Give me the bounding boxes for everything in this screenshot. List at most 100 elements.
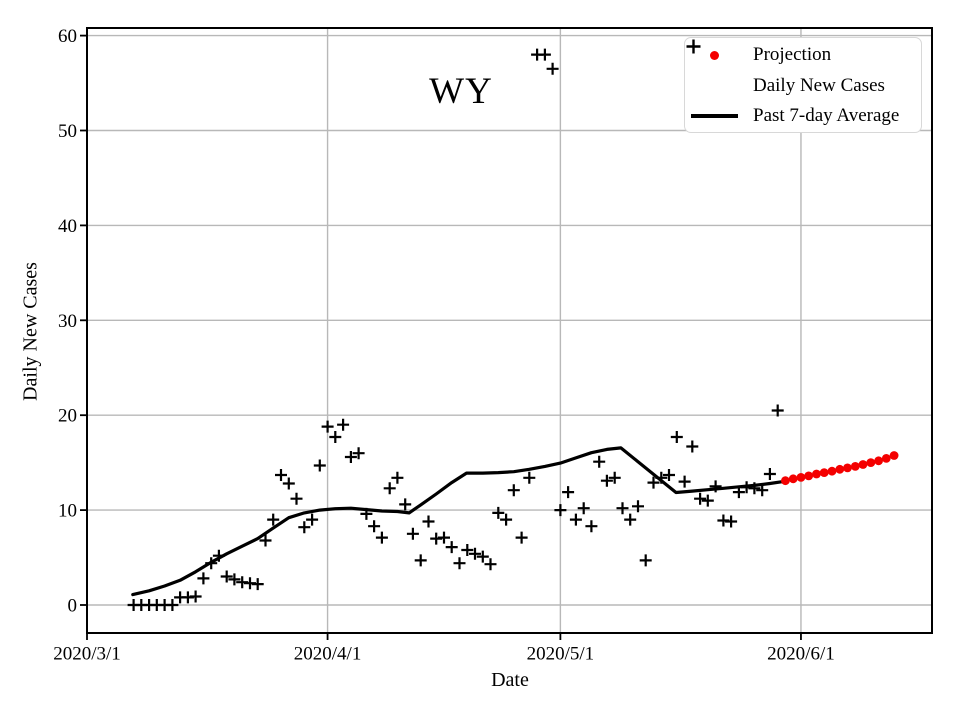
daily-cases-plus-marker [461,544,474,556]
x-tick-label: 2020/4/1 [294,644,362,665]
red-dot-icon [709,50,719,60]
black-line-icon [690,114,738,119]
projection-dot-marker [874,456,883,466]
legend-marker-cell [685,50,743,60]
projection-dot-marker [858,460,868,469]
daily-cases-plus-marker [771,404,784,417]
y-tick-label: 60 [58,26,77,47]
daily-cases-plus-marker [267,513,280,526]
projection-dot-marker [812,469,821,479]
daily-cases-plus-marker [756,484,769,497]
daily-cases-plus-marker [406,527,419,540]
y-tick-label: 40 [58,216,77,237]
daily-cases-plus-marker [368,520,381,533]
projection-dot-marker [827,466,837,476]
daily-cases-plus-marker [600,474,613,487]
daily-cases-plus-marker [282,477,295,490]
x-tick-label: 2020/5/1 [527,644,595,665]
daily-cases-plus-marker [375,531,388,544]
legend-row-projection: Projection [685,40,921,71]
daily-cases-plus-marker [259,534,272,547]
daily-cases-plus-marker [469,547,481,560]
daily-cases-plus-marker [344,451,357,463]
daily-cases-plus-marker [476,550,489,563]
legend: Projection Daily New Cases Past 7-day Av… [684,37,922,133]
daily-cases-plus-marker [422,515,435,528]
legend-label-past-7day-average: Past 7-day Average [753,105,900,127]
daily-cases-plus-marker [275,469,287,481]
daily-cases-plus-marker [329,431,342,443]
projection-dot-marker [804,471,814,481]
projection-dot-marker [788,474,798,484]
daily-cases-plus-marker [624,513,637,526]
daily-cases-plus-marker [608,471,621,484]
projection-series [781,451,899,486]
daily-cases-plus-marker [445,541,458,554]
daily-cases-plus-marker [321,420,334,433]
daily-cases-plus-marker [670,431,683,443]
daily-cases-plus-marker [554,504,567,517]
daily-cases-plus-marker [306,513,319,526]
daily-cases-plus-marker [313,459,326,472]
legend-row-daily-new-cases: Daily New Cases [685,39,921,102]
y-axis-label: Daily New Cases [19,262,42,401]
daily-cases-plus-marker [632,500,644,513]
projection-dot-marker [835,464,845,474]
daily-cases-plus-marker [546,62,559,75]
daily-cases-plus-marker [538,48,551,61]
projection-dot-marker [819,468,829,477]
y-tick-label: 10 [58,501,77,522]
projection-dot-marker [843,463,852,473]
y-tick-label: 50 [58,121,77,142]
daily-cases-plus-marker [647,476,660,489]
chart-title: WY [429,71,493,112]
daily-cases-plus-marker [663,469,675,481]
daily-cases-plus-marker [694,492,707,505]
daily-cases-plus-marker [251,578,264,591]
projection-dot-marker [866,458,876,467]
y-tick-label: 30 [58,311,77,332]
daily-cases-plus-marker [228,573,241,586]
y-tick-label: 0 [68,596,78,617]
daily-cases-plus-marker [725,515,738,528]
legend-marker-cell [685,114,743,119]
daily-cases-plus-marker [438,531,450,544]
plus-marker-icon [686,39,701,54]
daily-cases-plus-marker [569,513,582,526]
projection-dot-marker [889,451,899,460]
daily-cases-plus-marker [414,554,427,567]
x-tick-label: 2020/3/1 [53,644,121,665]
x-axis-label: Date [491,669,529,691]
daily-cases-plus-marker [453,557,466,570]
daily-cases-plus-marker [290,492,303,505]
daily-cases-plus-marker [298,521,311,534]
daily-cases-plus-marker [166,599,179,611]
daily-cases-plus-marker [593,455,606,468]
daily-cases-plus-marker [616,502,629,515]
daily-cases-plus-marker [500,513,513,526]
daily-cases-plus-marker [585,520,598,533]
daily-cases-plus-marker [562,486,575,499]
daily-cases-plus-marker [763,468,776,480]
projection-dot-marker [850,462,860,471]
daily-cases-plus-marker [484,558,497,571]
x-tick-label: 2020/6/1 [767,644,835,665]
past-7day-average-line [131,446,785,597]
daily-cases-plus-marker [701,494,714,507]
daily-cases-plus-marker [515,531,528,544]
ticks: 2020/3/1 2020/4/1 2020/5/1 2020/6/1 0 10 20 30 4… [53,26,835,664]
projection-dot-marker [796,473,806,482]
daily-cases-plus-marker [189,590,202,603]
daily-cases-plus-marker [678,475,691,488]
daily-cases-plus-marker [220,570,233,583]
daily-cases-plus-marker [507,484,520,497]
daily-cases-plus-marker [523,471,536,484]
daily-cases-plus-marker [391,471,404,484]
daily-cases-plus-marker [197,572,210,585]
daily-cases-plus-marker [352,447,365,460]
daily-cases-plus-marker [639,554,652,567]
legend-label-projection: Projection [753,44,832,66]
daily-cases-plus-marker [383,482,396,495]
